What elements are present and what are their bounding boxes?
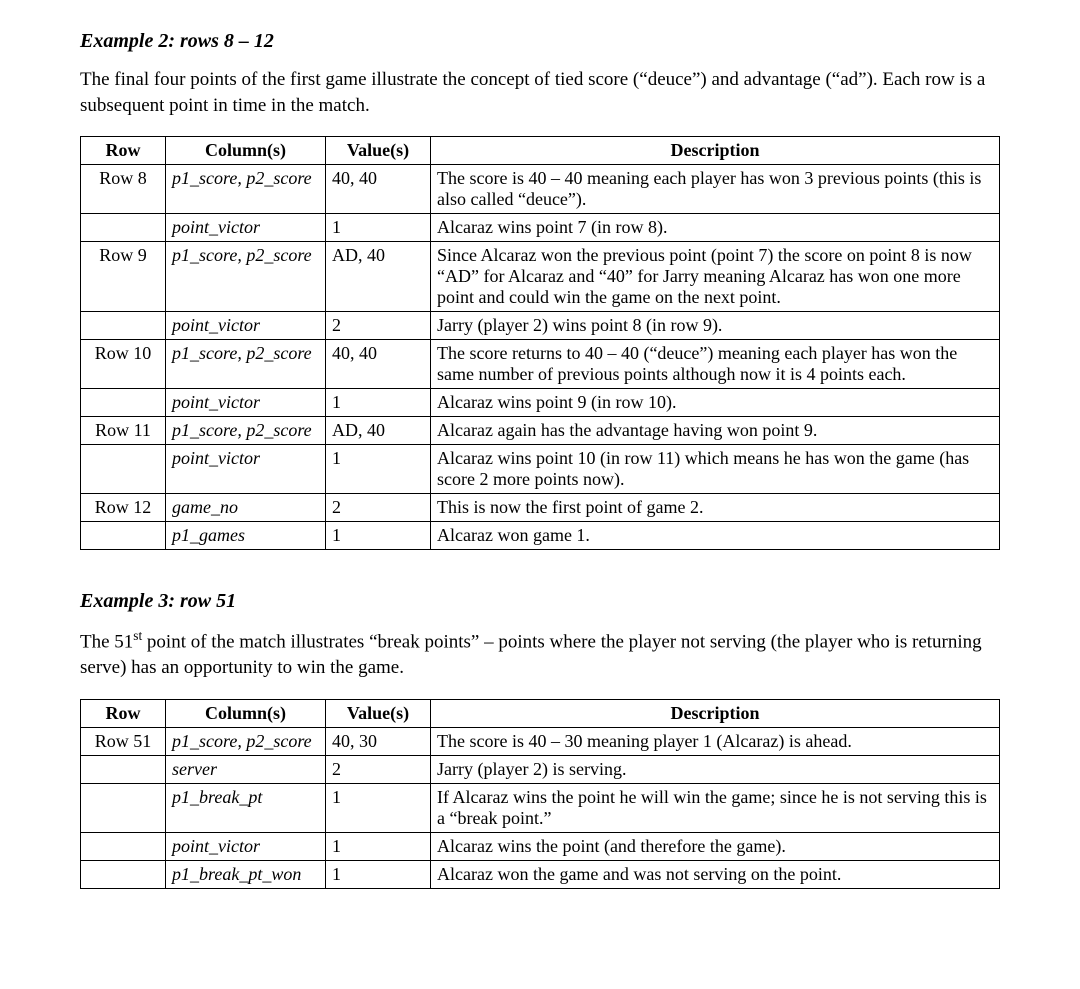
cell-value: 40, 40 xyxy=(326,340,431,389)
example3-heading: Example 3: row 51 xyxy=(80,590,1000,613)
cell-value: 1 xyxy=(326,832,431,860)
document-page: Example 2: rows 8 – 12 The final four po… xyxy=(40,0,1040,929)
cell-value: 1 xyxy=(326,783,431,832)
cell-value: 40, 40 xyxy=(326,165,431,214)
cell-value: 2 xyxy=(326,312,431,340)
cell-column-name: server xyxy=(166,755,326,783)
cell-value: AD, 40 xyxy=(326,242,431,312)
cell-description: Alcaraz again has the advantage having w… xyxy=(431,417,1000,445)
cell-description: Alcaraz wins point 7 (in row 8). xyxy=(431,214,1000,242)
cell-row-label xyxy=(81,445,166,494)
cell-row-label xyxy=(81,389,166,417)
table-row: p1_break_pt1If Alcaraz wins the point he… xyxy=(81,783,1000,832)
example3-tbody: Row 51p1_score, p2_score40, 30The score … xyxy=(81,727,1000,888)
cell-column-name: point_victor xyxy=(166,214,326,242)
cell-column-name: point_victor xyxy=(166,389,326,417)
table-row: point_victor2Jarry (player 2) wins point… xyxy=(81,312,1000,340)
intro-sup: st xyxy=(133,628,142,643)
table-row: point_victor1Alcaraz wins point 9 (in ro… xyxy=(81,389,1000,417)
cell-value: 1 xyxy=(326,214,431,242)
cell-column-name: p1_score, p2_score xyxy=(166,165,326,214)
cell-value: 1 xyxy=(326,389,431,417)
cell-row-label: Row 12 xyxy=(81,494,166,522)
cell-description: The score is 40 – 30 meaning player 1 (A… xyxy=(431,727,1000,755)
header-row: Row xyxy=(81,699,166,727)
table-row: p1_games1Alcaraz won game 1. xyxy=(81,522,1000,550)
header-row: Row xyxy=(81,137,166,165)
cell-value: 1 xyxy=(326,860,431,888)
cell-column-name: point_victor xyxy=(166,445,326,494)
cell-row-label: Row 51 xyxy=(81,727,166,755)
cell-column-name: p1_break_pt_won xyxy=(166,860,326,888)
example2-tbody: Row 8p1_score, p2_score40, 40The score i… xyxy=(81,165,1000,550)
example3-table: Row Column(s) Value(s) Description Row 5… xyxy=(80,699,1000,889)
cell-row-label xyxy=(81,214,166,242)
table-row: Row 51p1_score, p2_score40, 30The score … xyxy=(81,727,1000,755)
cell-row-label xyxy=(81,783,166,832)
example3-intro: The 51st point of the match illustrates … xyxy=(80,627,1000,681)
table-header-row: Row Column(s) Value(s) Description xyxy=(81,137,1000,165)
cell-value: AD, 40 xyxy=(326,417,431,445)
table-row: Row 9p1_score, p2_scoreAD, 40Since Alcar… xyxy=(81,242,1000,312)
cell-column-name: p1_score, p2_score xyxy=(166,417,326,445)
cell-description: Alcaraz wins the point (and therefore th… xyxy=(431,832,1000,860)
cell-row-label: Row 9 xyxy=(81,242,166,312)
cell-row-label: Row 8 xyxy=(81,165,166,214)
example2-table: Row Column(s) Value(s) Description Row 8… xyxy=(80,136,1000,550)
cell-column-name: point_victor xyxy=(166,832,326,860)
table-row: Row 12game_no2This is now the first poin… xyxy=(81,494,1000,522)
table-header-row: Row Column(s) Value(s) Description xyxy=(81,699,1000,727)
cell-description: Alcaraz wins point 9 (in row 10). xyxy=(431,389,1000,417)
table-row: Row 11p1_score, p2_scoreAD, 40Alcaraz ag… xyxy=(81,417,1000,445)
cell-description: The score returns to 40 – 40 (“deuce”) m… xyxy=(431,340,1000,389)
cell-description: Since Alcaraz won the previous point (po… xyxy=(431,242,1000,312)
cell-column-name: p1_break_pt xyxy=(166,783,326,832)
header-values: Value(s) xyxy=(326,699,431,727)
cell-column-name: point_victor xyxy=(166,312,326,340)
cell-description: If Alcaraz wins the point he will win th… xyxy=(431,783,1000,832)
example2-heading: Example 2: rows 8 – 12 xyxy=(80,30,1000,53)
table-row: point_victor1Alcaraz wins point 7 (in ro… xyxy=(81,214,1000,242)
cell-row-label xyxy=(81,755,166,783)
header-description: Description xyxy=(431,699,1000,727)
cell-column-name: p1_games xyxy=(166,522,326,550)
cell-value: 40, 30 xyxy=(326,727,431,755)
cell-value: 1 xyxy=(326,445,431,494)
cell-description: The score is 40 – 40 meaning each player… xyxy=(431,165,1000,214)
cell-row-label xyxy=(81,832,166,860)
table-row: p1_break_pt_won1Alcaraz won the game and… xyxy=(81,860,1000,888)
cell-description: This is now the first point of game 2. xyxy=(431,494,1000,522)
example2-intro: The final four points of the first game … xyxy=(80,67,1000,118)
header-values: Value(s) xyxy=(326,137,431,165)
intro-pre: The 51 xyxy=(80,632,133,653)
header-description: Description xyxy=(431,137,1000,165)
table-row: Row 8p1_score, p2_score40, 40The score i… xyxy=(81,165,1000,214)
cell-row-label: Row 11 xyxy=(81,417,166,445)
cell-description: Alcaraz wins point 10 (in row 11) which … xyxy=(431,445,1000,494)
cell-description: Alcaraz won the game and was not serving… xyxy=(431,860,1000,888)
table-row: Row 10p1_score, p2_score40, 40The score … xyxy=(81,340,1000,389)
header-columns: Column(s) xyxy=(166,699,326,727)
cell-value: 1 xyxy=(326,522,431,550)
cell-column-name: p1_score, p2_score xyxy=(166,340,326,389)
cell-value: 2 xyxy=(326,755,431,783)
table-row: point_victor1Alcaraz wins the point (and… xyxy=(81,832,1000,860)
cell-row-label xyxy=(81,860,166,888)
cell-value: 2 xyxy=(326,494,431,522)
cell-column-name: game_no xyxy=(166,494,326,522)
cell-column-name: p1_score, p2_score xyxy=(166,242,326,312)
cell-description: Jarry (player 2) is serving. xyxy=(431,755,1000,783)
cell-description: Jarry (player 2) wins point 8 (in row 9)… xyxy=(431,312,1000,340)
header-columns: Column(s) xyxy=(166,137,326,165)
cell-row-label: Row 10 xyxy=(81,340,166,389)
table-row: point_victor1Alcaraz wins point 10 (in r… xyxy=(81,445,1000,494)
cell-description: Alcaraz won game 1. xyxy=(431,522,1000,550)
intro-post: point of the match illustrates “break po… xyxy=(80,632,982,679)
cell-row-label xyxy=(81,522,166,550)
cell-row-label xyxy=(81,312,166,340)
table-row: server2Jarry (player 2) is serving. xyxy=(81,755,1000,783)
cell-column-name: p1_score, p2_score xyxy=(166,727,326,755)
